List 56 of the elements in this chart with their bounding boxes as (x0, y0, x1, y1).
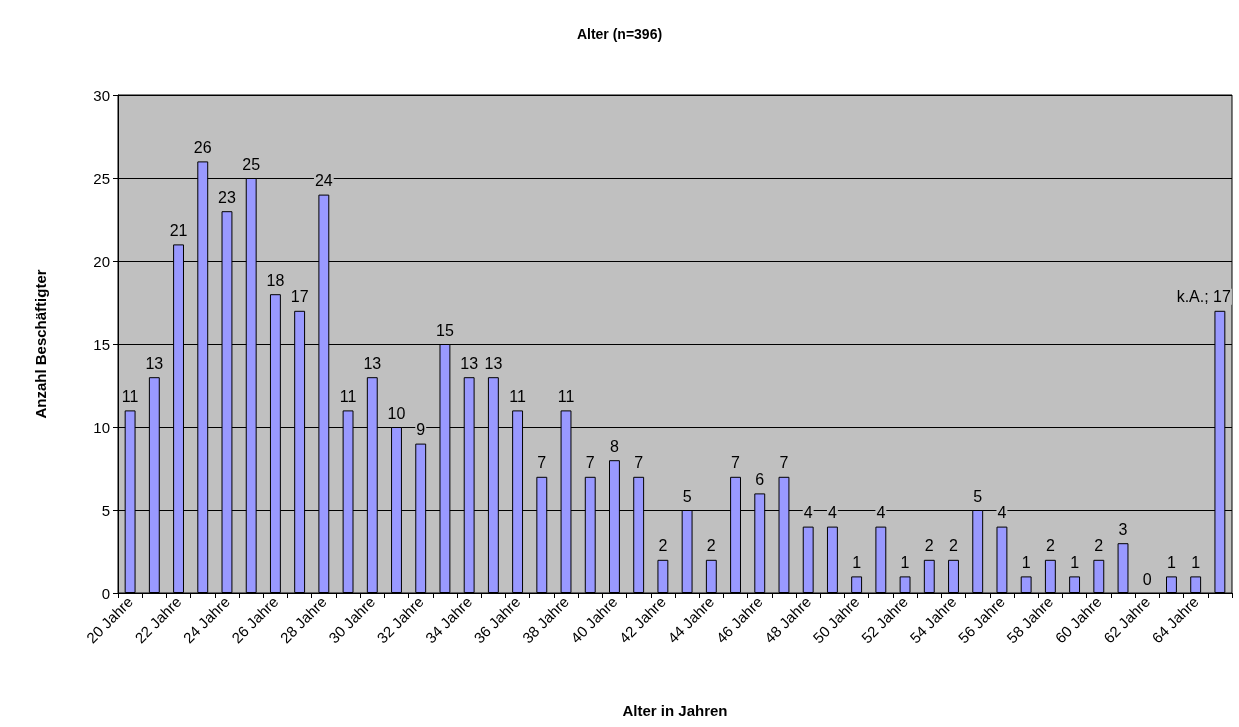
data-label: 17 (290, 288, 309, 306)
data-label: k.A.; 17 (1176, 288, 1231, 306)
data-label: 1 (1167, 553, 1176, 571)
data-label: 0 (1142, 570, 1152, 588)
data-label: 24 (314, 172, 333, 190)
data-label: 2 (1094, 537, 1104, 555)
data-label: 11 (509, 387, 526, 405)
data-label: 1 (1191, 553, 1201, 571)
y-tick-label: 10 (93, 418, 110, 436)
data-label: 2 (924, 537, 934, 555)
data-label: 7 (731, 454, 741, 472)
chart-title: Alter (n=396) (576, 26, 663, 42)
data-label: 2 (706, 537, 716, 555)
data-label: 2 (949, 537, 959, 555)
data-label: 7 (634, 454, 644, 472)
data-label: 1 (852, 553, 862, 571)
data-label: 5 (973, 487, 983, 505)
data-label: 23 (218, 188, 236, 206)
data-label: 11 (121, 387, 139, 405)
data-label: 13 (145, 354, 164, 372)
y-tick-label: 30 (93, 86, 110, 104)
data-label: 6 (755, 470, 765, 488)
data-label: 4 (827, 504, 837, 522)
data-label: 13 (460, 354, 479, 372)
data-label: 5 (682, 487, 692, 505)
y-tick-label: 20 (93, 252, 110, 270)
y-tick-label: 15 (93, 335, 110, 353)
data-label: 1 (900, 553, 910, 571)
data-label: 7 (537, 454, 547, 472)
data-label: 11 (339, 387, 357, 405)
data-label: 18 (266, 271, 285, 289)
data-label: 2 (1045, 537, 1055, 555)
data-label: 4 (876, 504, 886, 522)
data-label: 7 (585, 454, 595, 472)
data-label: 4 (997, 504, 1007, 522)
data-label: 11 (557, 387, 575, 405)
data-label: 8 (610, 437, 619, 455)
data-label: 7 (779, 454, 789, 472)
data-label: 2 (658, 537, 668, 555)
y-tick-label: 0 (101, 584, 110, 602)
x-axis-title: Alter in Jahren (622, 702, 728, 719)
data-label: 4 (803, 504, 813, 522)
data-label: 26 (193, 138, 212, 156)
data-label: 13 (484, 354, 503, 372)
data-label: 21 (169, 221, 188, 239)
data-label: 25 (242, 155, 261, 173)
y-axis-title: Anzahl Beschäftigter (32, 269, 49, 419)
data-label: 1 (1070, 553, 1080, 571)
data-label: 1 (1021, 553, 1031, 571)
data-label: 10 (387, 404, 406, 422)
y-tick-label: 25 (93, 169, 110, 187)
data-label: 9 (416, 421, 426, 439)
y-tick-label: 5 (101, 501, 110, 519)
data-label: 3 (1118, 520, 1128, 538)
data-label: 15 (436, 321, 454, 339)
data-label: 13 (363, 354, 382, 372)
